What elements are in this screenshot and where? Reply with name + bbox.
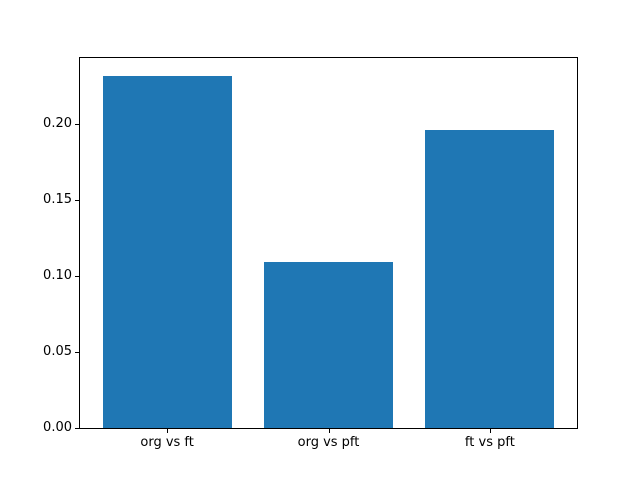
y-tick-label: 0.00 (43, 420, 72, 435)
y-tick-label: 0.20 (43, 116, 72, 132)
x-tick-mark (489, 429, 491, 433)
y-tick-label: 0.05 (43, 344, 72, 360)
bar-org-vs-pft (263, 262, 394, 428)
x-tick-label: org vs pft (297, 435, 360, 450)
bar-ft-vs-pft (425, 130, 555, 428)
x-tick-label: org vs ft (140, 435, 194, 450)
y-tick-mark (75, 124, 79, 126)
y-tick-mark (75, 352, 79, 354)
y-tick-label: 0.15 (43, 192, 72, 208)
plot-area (79, 57, 578, 429)
x-tick-mark (167, 429, 169, 433)
x-tick-mark (328, 429, 330, 433)
y-tick-mark (75, 200, 79, 202)
x-tick-label: ft vs pft (464, 435, 515, 450)
y-tick-mark (75, 276, 79, 278)
y-tick-label: 0.10 (43, 268, 72, 284)
bar-org-vs-ft (102, 75, 232, 428)
y-tick-mark (75, 428, 79, 429)
